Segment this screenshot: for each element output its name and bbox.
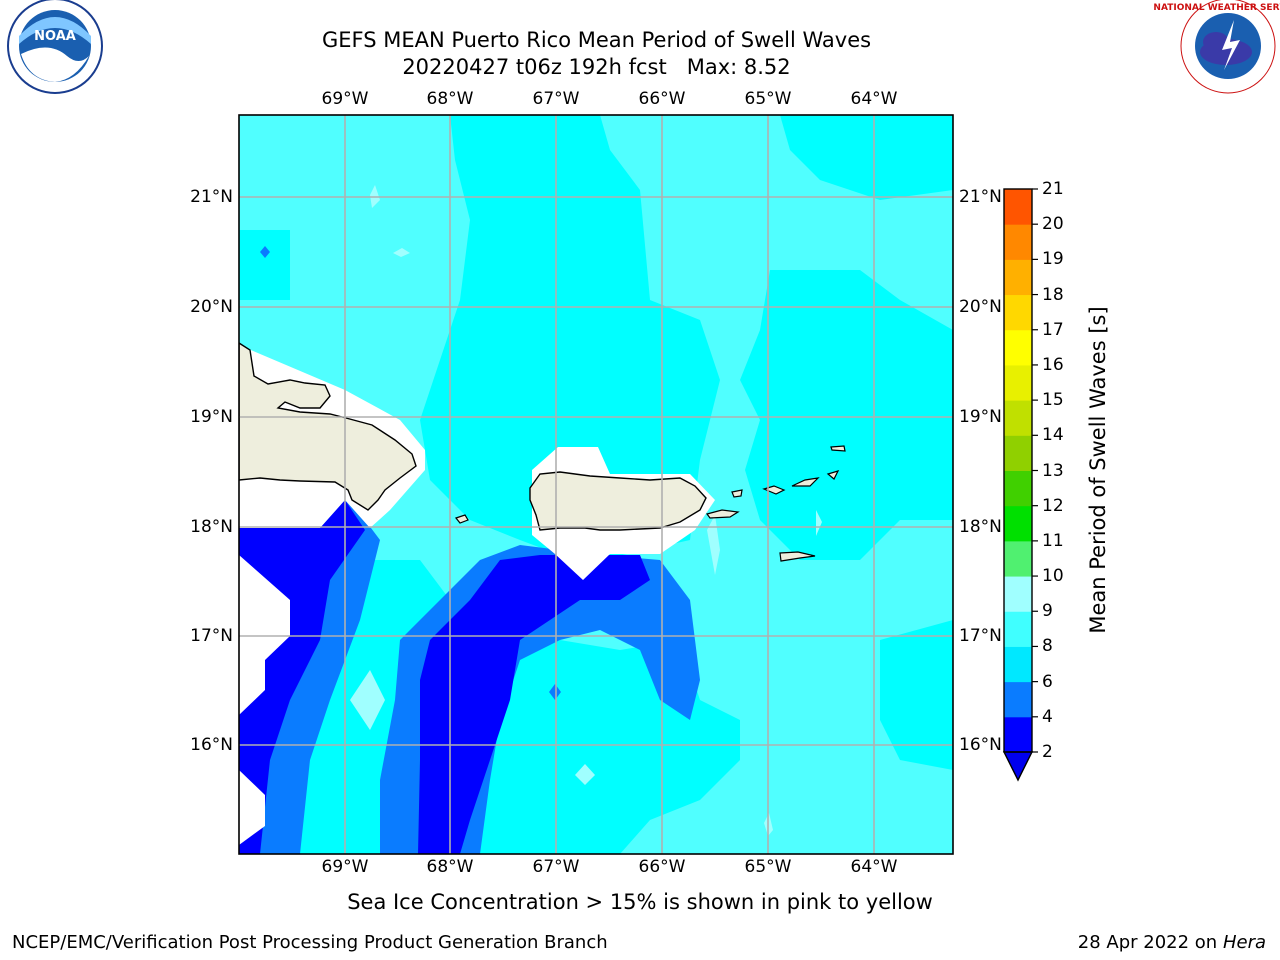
lat-label-left-18n: 18°N [190, 517, 233, 537]
noaa-logo-text: NOAA [34, 29, 76, 44]
lon-label-top-64w: 64°W [850, 89, 898, 109]
st-thomas-island [762, 485, 786, 495]
lon-label-top-68w: 68°W [426, 89, 474, 109]
map-gridlines [239, 115, 953, 854]
footer-date: 28 Apr 2022 on Hera [1078, 932, 1266, 953]
noaa-logo: NOAA [7, 0, 103, 94]
colorbar-tick-label-6: 6 [1042, 671, 1053, 692]
footer-date-text: 28 Apr 2022 on [1077, 932, 1218, 953]
masked-area-sw-1 [239, 555, 290, 715]
anegada-island [830, 445, 846, 452]
pale-speck-7 [816, 510, 822, 536]
colorbar-tick-label-11: 11 [1042, 530, 1064, 551]
masked-area-sw-2 [239, 770, 265, 845]
cyan-region-se [880, 620, 953, 770]
pale-speck-4 [575, 764, 595, 785]
footer-machine: Hera [1222, 932, 1266, 953]
colorbar-tick-label-12: 12 [1042, 495, 1064, 516]
pale-speck-2 [393, 248, 410, 257]
colorbar-tick-label-18: 18 [1042, 284, 1064, 305]
chart-subtitle: 20220427 t06z 192h fcst Max: 8.52 [402, 55, 791, 79]
st-john-island [791, 477, 820, 487]
culebra-island [731, 489, 743, 498]
lat-label-right-16n: 16°N [959, 735, 1002, 755]
swell-period-field [239, 115, 953, 854]
lat-label-right-19n: 19°N [959, 407, 1002, 427]
nws-logo: NATIONAL WEATHER SERVICE [1153, 0, 1280, 94]
lon-label-bottom-69w: 69°W [321, 857, 369, 877]
lon-label-bottom-68w: 68°W [426, 857, 474, 877]
st-croix-island [779, 551, 816, 562]
colorbar-tick-label-2: 2 [1042, 742, 1053, 762]
sea-ice-caption: Sea Ice Concentration > 15% is shown in … [347, 890, 933, 914]
map-frame [238, 114, 954, 855]
vieques-island [705, 509, 740, 519]
hispaniola-land [239, 342, 417, 511]
colorbar-tick-label-19: 19 [1042, 249, 1064, 270]
colorbar-tick-label-9: 9 [1042, 601, 1053, 622]
pale-speck-5 [707, 515, 720, 575]
lon-label-top-69w: 69°W [321, 89, 369, 109]
chart-title: GEFS MEAN Puerto Rico Mean Period of Swe… [321, 28, 872, 52]
lon-label-top-65w: 65°W [744, 89, 792, 109]
lat-label-right-17n: 17°N [959, 626, 1002, 646]
pale-speck-3 [350, 670, 385, 730]
lon-label-bottom-66w: 66°W [638, 857, 686, 877]
nws-logo-text: NATIONAL WEATHER SERVICE [1153, 3, 1280, 13]
cyan-region-west [239, 230, 290, 300]
colorbar-tick-label-21: 21 [1042, 179, 1064, 199]
colorbar-title: Mean Period of Swell Waves [s] [1086, 306, 1110, 634]
blue-speck-2 [549, 684, 561, 700]
lat-label-left-21n: 21°N [190, 187, 233, 207]
cyan-region-ne [780, 115, 953, 200]
colorbar-tick-label-16: 16 [1042, 354, 1064, 375]
lat-label-left-19n: 19°N [190, 407, 233, 427]
deep-blue-region-center [418, 555, 650, 854]
lon-label-bottom-64w: 64°W [850, 857, 898, 877]
lat-label-left-17n: 17°N [190, 626, 233, 646]
footer-branch: NCEP/EMC/Verification Post Processing Pr… [12, 932, 608, 953]
lat-label-left-20n: 20°N [190, 297, 233, 317]
colorbar-tick-label-10: 10 [1042, 566, 1064, 587]
lon-label-top-67w: 67°W [532, 89, 580, 109]
colorbar-tick-label-15: 15 [1042, 390, 1064, 411]
colorbar-tick-label-13: 13 [1042, 460, 1064, 481]
lon-label-top-66w: 66°W [638, 89, 686, 109]
blue-speck-1 [260, 246, 270, 258]
lon-label-bottom-67w: 67°W [532, 857, 580, 877]
cyan-region-east [740, 270, 953, 560]
cyan-region-center [420, 115, 720, 560]
colorbar-tick-label-20: 20 [1042, 214, 1064, 235]
virgin-gorda-island [826, 470, 840, 480]
lat-label-right-20n: 20°N [959, 297, 1002, 317]
colorbar-tick-label-4: 4 [1042, 706, 1053, 727]
lat-label-left-16n: 16°N [190, 735, 233, 755]
lon-label-bottom-65w: 65°W [744, 857, 792, 877]
colorbar-tick-label-17: 17 [1042, 319, 1064, 340]
lat-label-right-18n: 18°N [959, 517, 1002, 537]
colorbar-tick-label-8: 8 [1042, 636, 1053, 657]
colorbar-tick-label-14: 14 [1042, 425, 1064, 446]
mona-island [454, 514, 469, 524]
lat-label-right-21n: 21°N [959, 187, 1002, 207]
